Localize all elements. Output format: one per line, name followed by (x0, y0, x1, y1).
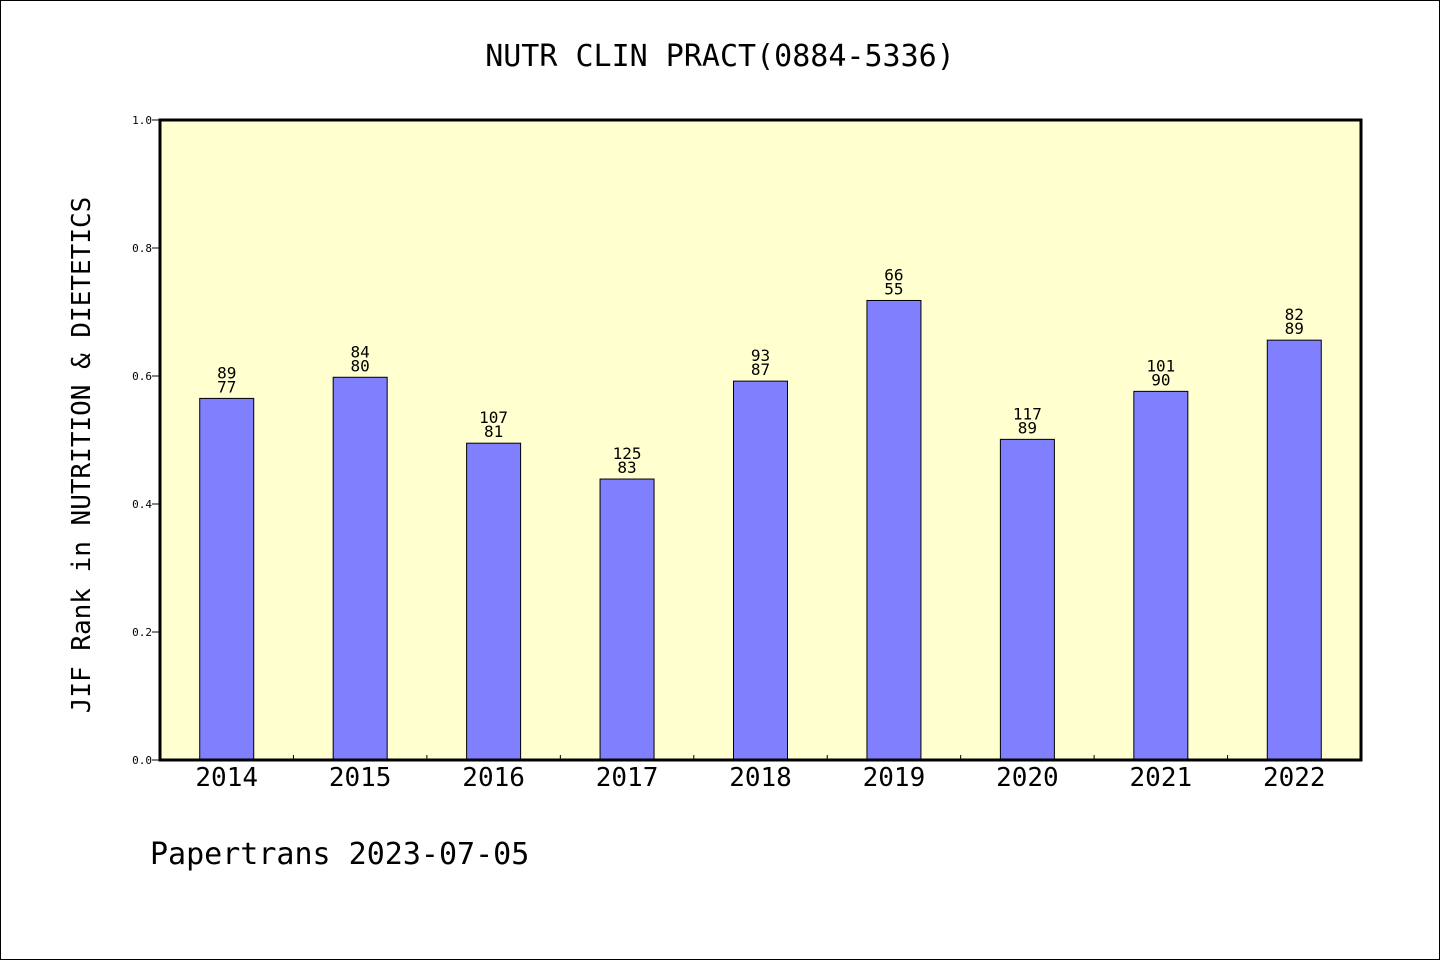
x-tick-label: 2016 (462, 763, 525, 793)
data-label-bottom: 87 (751, 360, 770, 379)
x-tick-label: 2021 (1130, 763, 1193, 793)
x-tick-label: 2017 (596, 763, 659, 793)
bar-2014 (199, 397, 255, 761)
data-label-bottom: 89 (1285, 319, 1304, 338)
y-axis-label: JIF Rank in NUTRITION & DIETETICS (67, 197, 97, 714)
data-label-top: 84 (351, 342, 370, 361)
x-tick-label: 2014 (195, 763, 258, 793)
bar-2016 (466, 442, 522, 761)
plot-border (158, 118, 1363, 762)
y-tick-label: 0.8 (132, 242, 152, 255)
x-axis: 2014 2015 2016 2017 2018 2019 2020 2021 2022 (195, 755, 1326, 793)
data-label-bottom: 81 (484, 422, 503, 441)
bars-layer (199, 299, 1322, 761)
data-label-bottom: 83 (617, 458, 636, 477)
bar-2019 (866, 299, 922, 761)
bar-2021 (1133, 390, 1189, 761)
chart-title: NUTR CLIN PRACT(0884-5336) (485, 39, 955, 74)
data-label-bottom: 55 (884, 279, 903, 298)
bar-2018 (733, 380, 788, 761)
bar-2022 (1266, 339, 1322, 761)
data-label-bottom: 90 (1151, 370, 1170, 389)
y-tick-label: 1.0 (132, 114, 152, 127)
x-tick-label: 2019 (863, 763, 926, 793)
x-tick-label: 2022 (1263, 763, 1326, 793)
data-label-top: 101 (1146, 356, 1175, 375)
data-label-top: 117 (1013, 404, 1042, 423)
footer-credit: Papertrans 2023-07-05 (150, 837, 529, 872)
data-label-top: 66 (884, 265, 903, 284)
data-label-top: 89 (217, 363, 236, 382)
data-label-top: 125 (613, 444, 642, 463)
y-axis: 0.0 0.2 0.4 0.6 0.8 1.0 (132, 114, 160, 767)
bar-2017 (599, 478, 655, 761)
data-label-bottom: 89 (1018, 418, 1037, 437)
data-label-top: 93 (751, 346, 770, 365)
data-label-bottom: 77 (217, 377, 236, 396)
bar-2015 (332, 376, 388, 761)
data-label-top: 107 (479, 408, 508, 427)
y-tick-label: 0.4 (132, 498, 152, 511)
bar-2020 (999, 438, 1055, 761)
y-tick-label: 0.0 (132, 754, 152, 767)
x-tick-label: 2020 (996, 763, 1059, 793)
data-label-top: 82 (1285, 305, 1304, 324)
data-label-bottom: 80 (351, 356, 370, 375)
y-tick-label: 0.6 (132, 370, 152, 383)
x-tick-label: 2018 (729, 763, 792, 793)
y-tick-label: 0.2 (132, 626, 152, 639)
x-tick-label: 2015 (329, 763, 392, 793)
